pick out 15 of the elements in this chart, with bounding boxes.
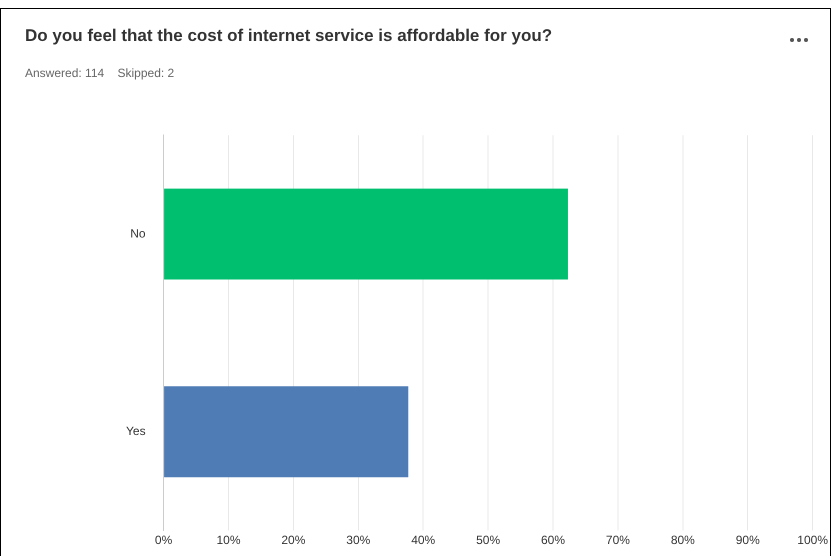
y-tick-label: No — [130, 226, 146, 240]
chart-subtitle: Answered: 114 Skipped: 2 — [25, 66, 174, 80]
x-tick-label: 70% — [606, 533, 630, 548]
y-tick-label: Yes — [126, 424, 146, 438]
x-tick-label: 30% — [346, 533, 371, 548]
x-tick-label: 0% — [154, 533, 173, 548]
x-tick-label: 60% — [541, 533, 566, 548]
x-tick-label: 90% — [736, 533, 760, 548]
chart-title: Do you feel that the cost of internet service is affordable for you? — [25, 26, 552, 46]
x-tick-label: 80% — [670, 533, 696, 548]
x-tick-label: 20% — [281, 533, 306, 548]
x-tick-label: 100% — [797, 533, 828, 548]
x-tick-label: 40% — [411, 533, 436, 548]
x-tick-label: 10% — [216, 533, 241, 548]
x-tick-label: 50% — [476, 533, 500, 548]
